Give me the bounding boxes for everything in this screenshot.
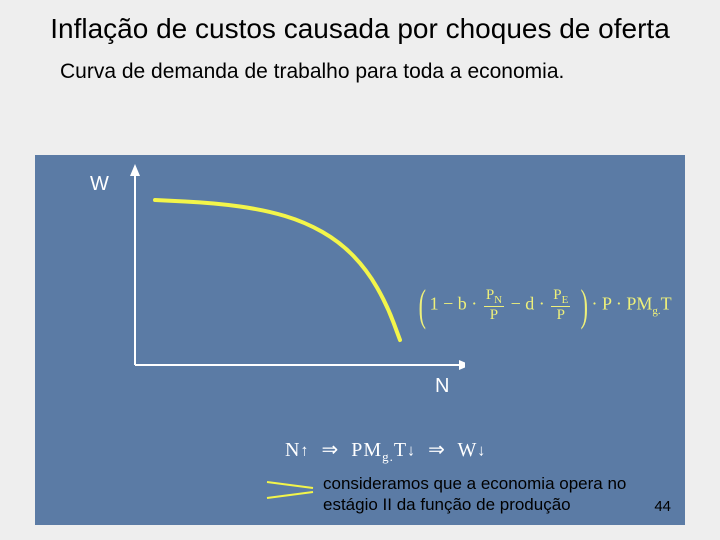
page-subtitle: Curva de demanda de trabalho para toda a… [0, 52, 720, 84]
page-number: 44 [654, 498, 671, 515]
implication-chain: N↑ ⇒ PMg.T↓ ⇒ W↓ [285, 437, 486, 465]
x-axis-label: N [435, 375, 449, 398]
footnote-text: consideramos que a economia opera no est… [323, 473, 678, 516]
diagram-panel: W N (1 − b · PNP − d · PEP )· P · PMg.T … [35, 155, 685, 525]
wage-formula: (1 − b · PNP − d · PEP )· P · PMg.T [415, 280, 672, 331]
pointer-arrow-icon [265, 480, 315, 500]
page-title: Inflação de custos causada por choques d… [0, 0, 720, 52]
demand-curve-chart [105, 160, 465, 390]
